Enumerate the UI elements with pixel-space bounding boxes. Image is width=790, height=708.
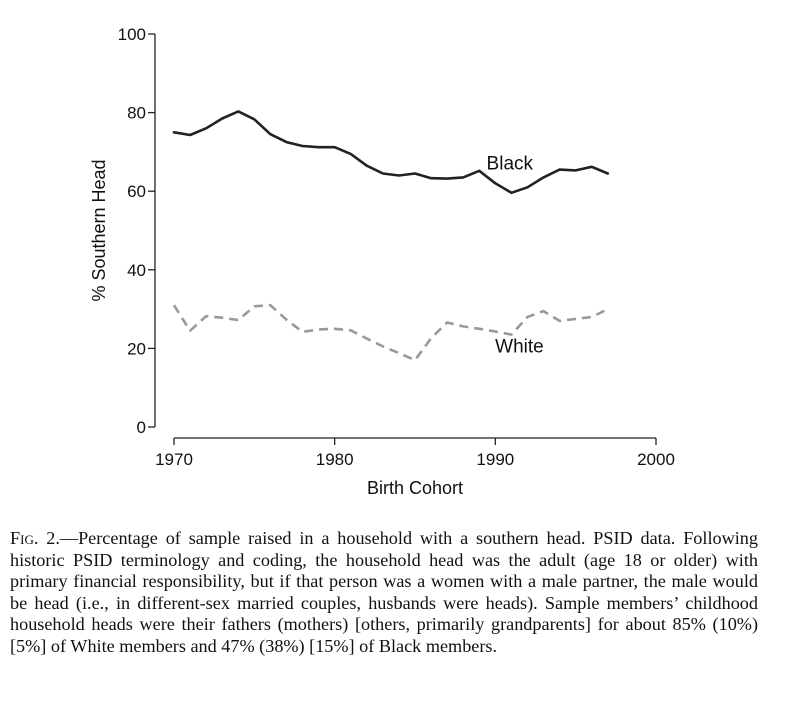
figure-caption: Fig. 2.—Percentage of sample raised in a… [10,528,758,657]
y-tick-label: 0 [137,418,146,437]
x-tick-label: 2000 [637,450,675,469]
x-axis-label: Birth Cohort [367,478,463,498]
figure-number: Fig. 2. [10,528,60,548]
y-tick-label: 20 [127,339,146,358]
y-axis-label: % Southern Head [89,159,109,301]
series-layer: Black White [172,110,610,362]
y-axis: 0 20 40 60 80 100 [118,25,156,437]
y-tick-label: 40 [127,261,146,280]
y-tick-label: 60 [127,182,146,201]
x-tick-label: 1990 [476,450,514,469]
y-tick-label: 100 [118,25,146,44]
x-tick-label: 1970 [155,450,193,469]
line-chart: 0 20 40 60 80 100 1970 1980 1990 2000 Black White… [89,25,675,498]
x-axis: 1970 1980 1990 2000 [155,437,675,469]
caption-text: —Percentage of sample raised in a househ… [10,528,758,656]
x-tick-label: 1980 [316,450,354,469]
series-line-black [172,110,610,195]
y-tick-label: 80 [127,104,146,123]
series-label-black: Black [487,154,534,175]
series-line-white [172,303,609,362]
series-label-white: White [495,336,544,357]
